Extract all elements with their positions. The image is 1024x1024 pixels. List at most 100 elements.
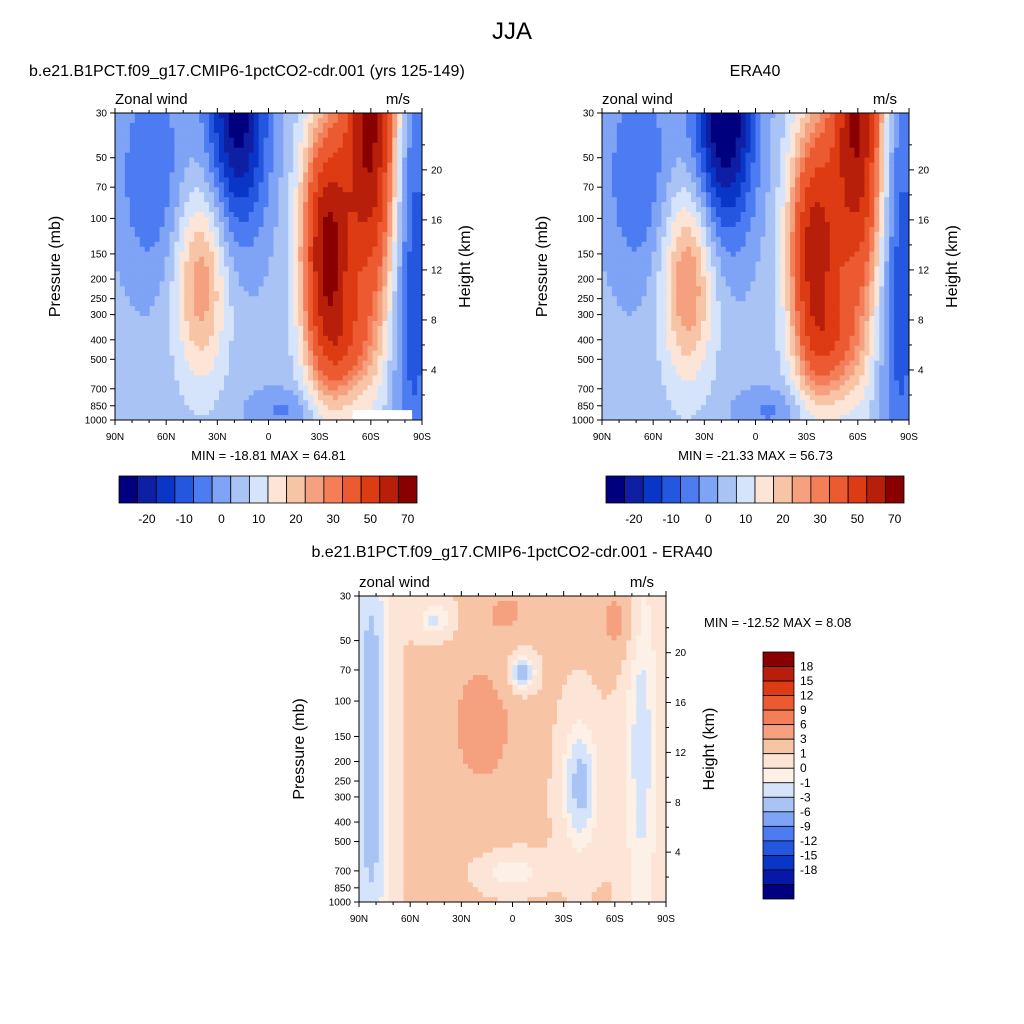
colorbar-swatch: [762, 767, 795, 784]
colorbar-label: 6: [800, 718, 807, 732]
x-tick-label: 90N: [106, 432, 124, 443]
x-tick-label: 0: [266, 432, 272, 443]
y-tick-label: 70: [583, 183, 595, 194]
height-axis-title: Height (km): [457, 225, 474, 308]
colorbar-swatch: [137, 475, 157, 504]
colorbar-swatch: [762, 869, 795, 885]
height-tick-label: 16: [675, 698, 687, 709]
y-tick-label: 50: [340, 636, 352, 647]
x-tick-label: 60S: [606, 914, 624, 925]
y-tick-label: 30: [583, 109, 595, 120]
colorbar-swatch: [717, 475, 737, 504]
min-max-label: MIN = -21.33 MAX = 56.73: [678, 448, 833, 463]
colorbar-label: -20: [625, 512, 643, 526]
y-axis-title: Pressure (mb): [291, 698, 308, 799]
colorbar-label: 15: [800, 674, 814, 688]
y-tick-label: 700: [334, 866, 351, 877]
colorbar-label: -15: [800, 848, 818, 862]
era40-panel-title: ERA40: [729, 63, 781, 80]
height-tick-label: 8: [918, 315, 924, 326]
colorbar-label: 0: [800, 761, 807, 775]
y-tick-label: 300: [577, 310, 594, 321]
height-tick-label: 4: [431, 365, 437, 376]
colorbar-swatch: [810, 475, 830, 504]
x-tick-label: 0: [510, 914, 516, 925]
colorbar-swatch: [680, 475, 700, 504]
y-tick-label: 70: [340, 665, 352, 676]
height-tick-label: 20: [675, 648, 687, 659]
height-tick-label: 20: [431, 165, 443, 176]
colorbar-label: -3: [800, 790, 811, 804]
colorbar-label: 70: [888, 512, 902, 526]
height-tick-label: 16: [918, 215, 930, 226]
colorbar-label: -6: [800, 805, 811, 819]
colorbar-swatch: [762, 695, 795, 711]
y-tick-label: 400: [577, 335, 594, 346]
height-axis-title: Height (km): [701, 708, 718, 791]
colorbar-label: 30: [327, 512, 341, 526]
y-tick-label: 300: [334, 792, 351, 803]
x-tick-label: 30S: [555, 914, 573, 925]
height-tick-label: 12: [431, 265, 443, 276]
x-tick-label: 90S: [657, 914, 675, 925]
y-axis-title: Pressure (mb): [47, 216, 64, 317]
colorbar-swatch: [286, 475, 306, 504]
panel-model: [110, 108, 427, 504]
colorbar-label: 12: [800, 689, 814, 703]
colorbar-label: 50: [364, 512, 378, 526]
colorbar-label: 50: [851, 512, 865, 526]
colorbar-swatch: [230, 475, 250, 504]
colorbar-swatch: [762, 651, 795, 667]
colorbar: [118, 475, 418, 504]
colorbar-label: 70: [401, 512, 415, 526]
colorbar-label: 30: [814, 512, 828, 526]
colorbar-label: -12: [800, 834, 818, 848]
y-tick-label: 150: [577, 249, 594, 260]
colorbar-swatch: [762, 782, 795, 798]
colorbar: [762, 651, 795, 900]
height-tick-label: 8: [675, 798, 681, 809]
min-max-label: MIN = -18.81 MAX = 64.81: [191, 448, 346, 463]
y-tick-label: 150: [334, 732, 351, 743]
colorbar-label: 9: [800, 703, 807, 717]
colorbar-swatch: [118, 475, 139, 504]
x-tick-label: 60N: [401, 914, 419, 925]
colorbar-swatch: [379, 475, 399, 504]
colorbar-swatch: [397, 475, 418, 504]
model-panel-title: b.e21.B1PCT.f09_g17.CMIP6-1pctCO2-cdr.00…: [29, 63, 465, 80]
colorbar-swatch: [847, 475, 868, 504]
difference-panel-title: b.e21.B1PCT.f09_g17.CMIP6-1pctCO2-cdr.00…: [311, 544, 713, 561]
colorbar-swatch: [323, 475, 343, 504]
colorbar-swatch: [762, 855, 795, 871]
x-tick-label: 60S: [849, 432, 867, 443]
min-max-label: MIN = -12.52 MAX = 8.08: [704, 615, 851, 630]
y-tick-label: 250: [577, 294, 594, 305]
x-tick-label: 60N: [644, 432, 662, 443]
y-tick-label: 200: [577, 275, 594, 286]
colorbar-swatch: [762, 811, 795, 827]
height-tick-label: 16: [431, 215, 443, 226]
y-tick-label: 100: [334, 697, 351, 708]
colorbar-swatch: [762, 724, 795, 740]
x-tick-label: 90N: [593, 432, 611, 443]
colorbar-swatch: [791, 475, 812, 504]
colorbar-label: 10: [252, 512, 266, 526]
y-tick-label: 400: [334, 818, 351, 829]
colorbar-label: -10: [176, 512, 194, 526]
colorbar-swatch: [342, 475, 362, 504]
panel-difference: [354, 591, 795, 907]
x-tick-label: 90S: [413, 432, 431, 443]
y-tick-label: 300: [90, 310, 107, 321]
units-label: m/s: [630, 574, 654, 591]
variable-label: zonal wind: [602, 91, 673, 108]
height-tick-label: 8: [431, 315, 437, 326]
colorbar-swatch: [762, 840, 795, 856]
colorbar-swatch: [866, 475, 886, 504]
colorbar-label: 20: [776, 512, 790, 526]
y-tick-label: 200: [90, 275, 107, 286]
colorbar-swatch: [754, 475, 775, 504]
height-tick-label: 4: [675, 848, 681, 859]
colorbar-label: 1: [800, 747, 807, 761]
colorbar-swatch: [193, 475, 213, 504]
y-tick-label: 30: [96, 109, 108, 120]
